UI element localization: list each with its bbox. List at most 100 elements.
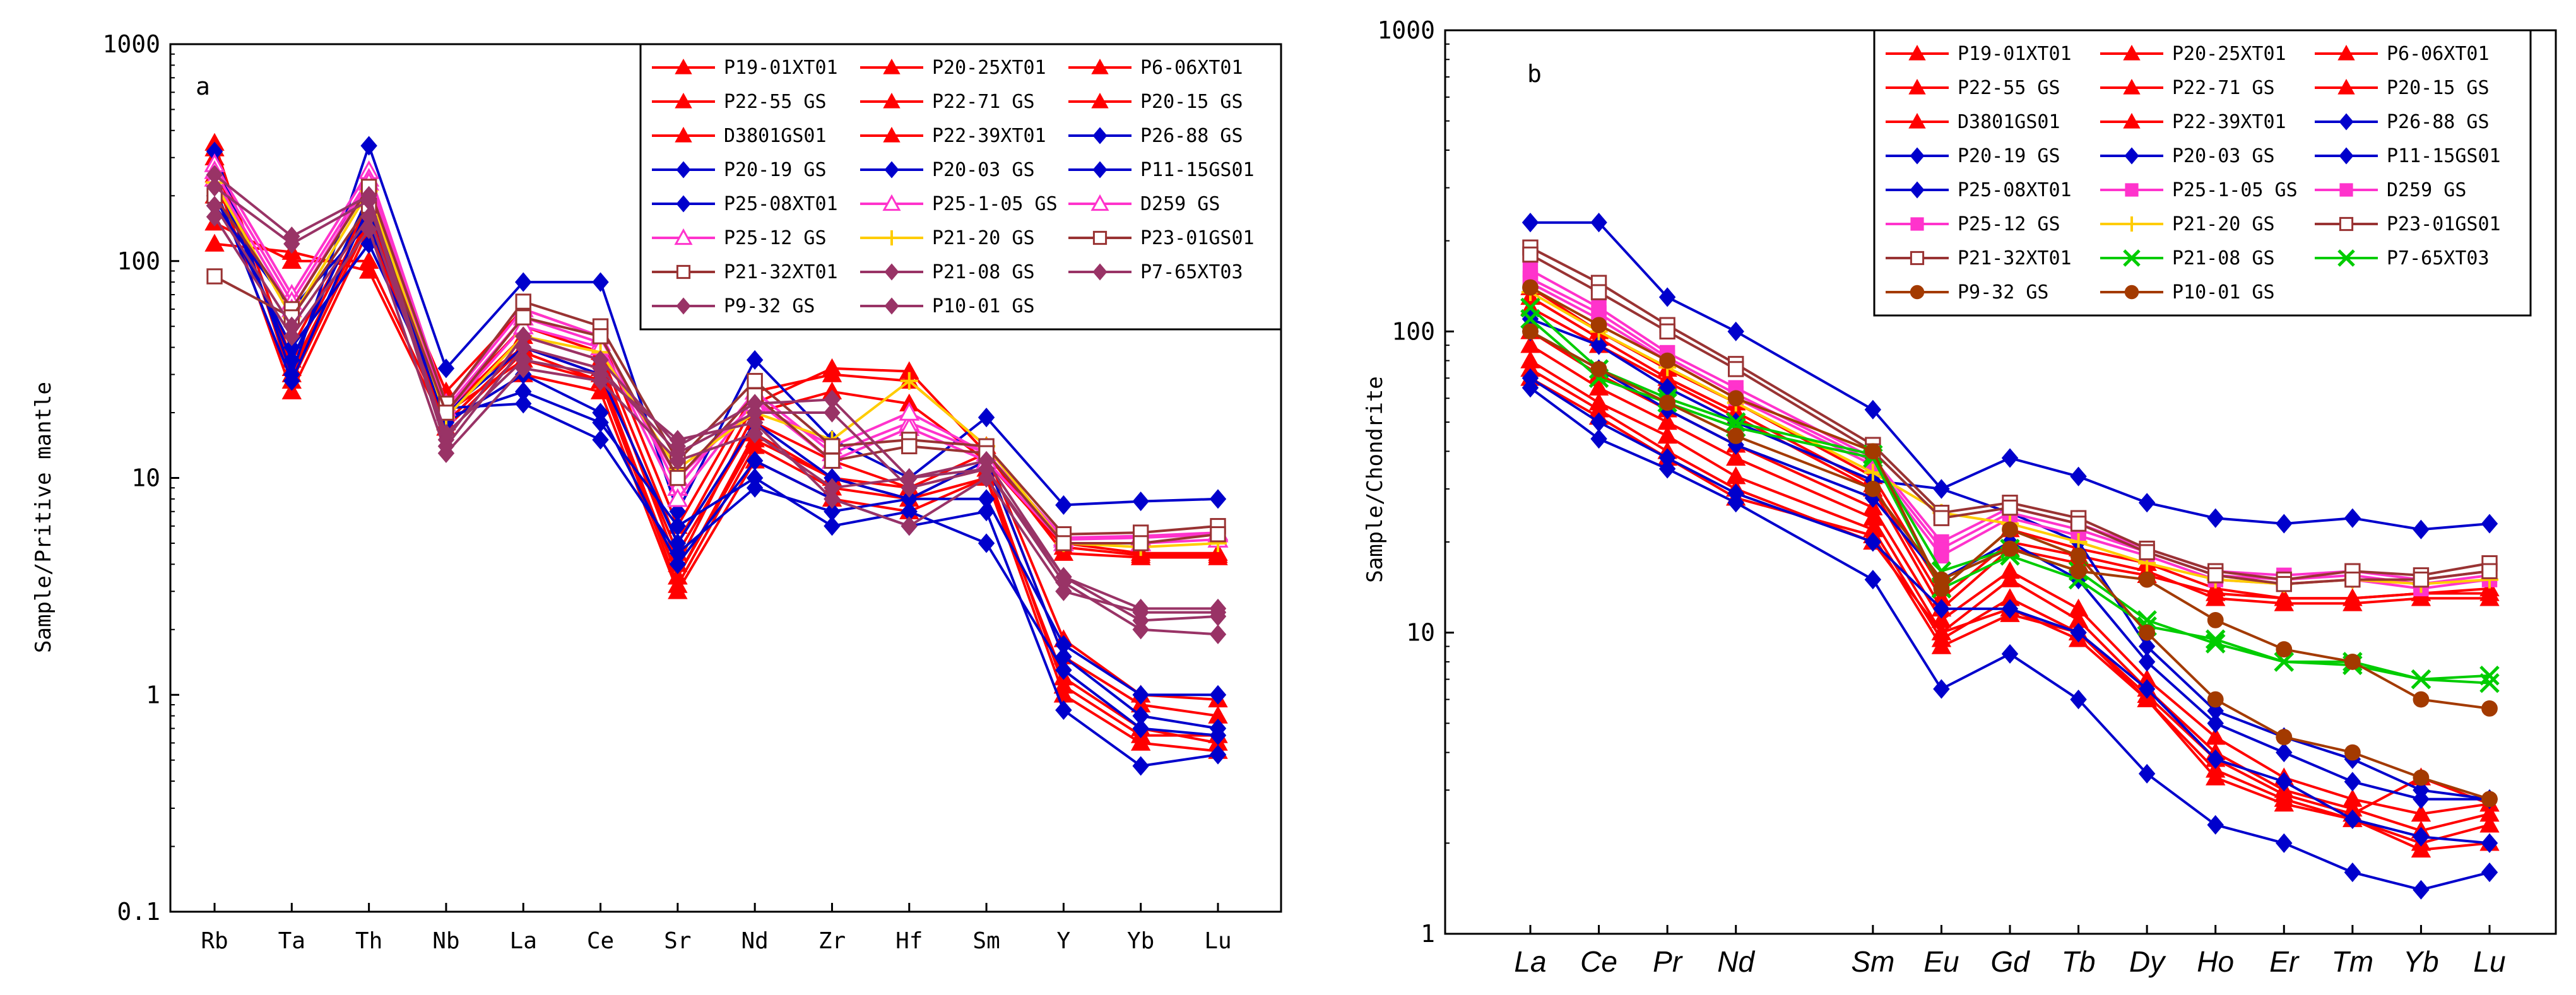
point-p7-65xt03-zr [824,403,841,423]
series-line-p7-65xt03 [213,185,1219,636]
point-p21-32xt01-lu [2481,563,2498,579]
y-axis-label-a: Sample/Pritive mantle [31,382,56,653]
point-p9-32-gs-dy [2139,624,2156,641]
point-p25-12-gs-eu [1934,548,1949,564]
point-p10-01-gs-rb [206,207,223,227]
point-p7-65xt03-hf [901,478,918,498]
point-p9-32-gs-ce [1590,317,1607,334]
point-p23-01gs01-zr [824,438,841,454]
legend-label-p20-19-gs: P20-19 GS [1958,145,2060,167]
point-p20-25xt01-ho [2206,727,2226,745]
point-p26-88-gs-yb [2413,519,2430,539]
point-p7-65xt03-ta [283,233,300,254]
legend-label-p11-15gs01: P11-15GS01 [1140,159,1255,181]
legend-label-p7-65xt03: P7-65XT03 [1140,261,1243,283]
series-line-p25-08xt01 [213,195,1218,697]
legend-label-p20-25xt01: P20-25XT01 [2172,43,2286,65]
legend-marker-p21-08-gs [2123,249,2141,267]
point-p26-88-gs-ce [592,272,609,292]
legend-marker-p19-01xt01 [1908,44,1926,61]
legend-marker-p20-03-gs [2124,147,2139,165]
point-p26-88-gs-tb [2070,466,2087,486]
legend-marker-p6-06xt01 [2337,44,2355,61]
point-p25-08xt01-ce [1590,335,1607,355]
point-p26-88-gs-la [515,272,532,292]
point-p10-01-gs-la [1522,323,1539,340]
x-tick-label-er: Er [2269,945,2300,978]
point-p21-32xt01-zr [824,452,841,469]
legend-label-p22-55-gs: P22-55 GS [724,91,827,113]
point-p21-32xt01-ce [592,328,609,344]
series-line-p20-03-gs [1529,377,2490,845]
point-p9-32-gs-y [1055,581,1072,601]
y-tick-label: 1000 [1377,16,1435,44]
x-tick-label-eu: Eu [1923,945,1959,978]
point-p26-88-gs-nd [1727,321,1744,341]
x-ticks-b: La Ce Pr Nd Sm Eu Gd Tb Dy Ho Er Tm Yb Lu [1514,925,2506,978]
x-tick-label-la: La [1514,945,1546,978]
point-p11-15gs01-dy [2138,652,2156,672]
point-p7-65xt03-yb [1132,620,1149,640]
point-p11-15gs01-er [2276,743,2293,763]
point-p22-39xt01-rb [204,233,225,252]
point-p11-15gs01-tm [2344,772,2361,792]
point-p10-01-gs-dy [2139,571,2156,588]
point-p26-88-gs-yb [1132,492,1149,512]
legend-marker-p22-55-gs [1908,78,1926,95]
point-p20-03-gs-ta [283,371,300,391]
point-p20-03-gs-yb [2413,827,2430,847]
legend-marker-p26-88-gs [1092,127,1108,144]
legend-label-p20-03-gs: P20-03 GS [932,159,1035,181]
legend-marker-p25-1-05-gs [882,194,901,211]
point-p21-32xt01-er [2276,575,2292,592]
legend-marker-p25-08xt01 [676,195,691,213]
point-p26-88-gs-sm [978,408,995,428]
series-line-p21-32xt01 [1530,253,2490,586]
point-p7-65xt03-lu [2479,666,2500,686]
legend-label-p23-01gs01: P23-01GS01 [1140,227,1255,249]
point-p26-88-gs-sm [1864,399,1882,420]
legend-label-p19-01xt01: P19-01XT01 [724,57,838,79]
point-p20-03-gs-sm [1864,532,1882,552]
point-p26-88-gs-lu [2481,514,2498,534]
point-p20-03-gs-dy [2138,679,2156,699]
x-tick-label-sm: Sm [972,928,1000,954]
series-line-d259-gs [1530,277,2490,586]
point-p23-01gs01-nd [747,373,763,389]
legend-marker-p20-15-gs [1091,92,1109,109]
point-p20-19-gs-ce [1590,428,1607,449]
point-p20-15-gs-er [2274,588,2294,606]
point-p10-01-gs-ce [1590,361,1607,377]
x-tick-label-dy: Dy [2129,945,2166,978]
legend-marker-p19-01xt01 [675,58,692,74]
legend-label-p25-1-05-gs: P25-1-05 GS [2172,179,2298,201]
point-p10-01-gs-ho [2207,612,2224,628]
point-p11-15gs01-yb [1132,718,1149,739]
point-p10-01-gs-pr [1659,394,1676,411]
legend-marker-p20-03-gs [884,161,899,179]
point-p10-01-gs-tm [2344,654,2361,670]
legend-label-p20-15-gs: P20-15 GS [2387,77,2490,99]
point-p21-32xt01-pr [1659,323,1675,340]
legend-marker-p26-88-gs [2339,113,2354,131]
point-p25-08xt01-sr [669,543,687,563]
point-p26-88-gs-dy [2138,493,2156,513]
legend-marker-p21-32xt01 [676,264,691,280]
point-p9-32-gs-tm [2344,744,2361,761]
series-group-a [204,132,1229,776]
y-ticks-b: 1 10 100 1000 [1377,16,1454,948]
point-p21-32xt01-sr [670,469,686,486]
point-p7-65xt03-nd [1725,412,1746,432]
legend-label-p21-32xt01: P21-32XT01 [1958,247,2072,269]
point-p22-71-gs-zr [822,358,842,377]
x-tick-label-lu: Lu [1204,928,1231,954]
point-p10-01-gs-lu [2481,700,2498,717]
point-p21-20-gs-sm [1864,463,1882,481]
point-p9-32-gs-la [1522,279,1539,296]
legend-marker-p6-06xt01 [1091,58,1109,74]
point-p20-19-gs-eu [1933,679,1950,699]
y-ticks-a: 0.1 1 10 100 1000 [102,30,179,926]
point-p10-01-gs-er [2276,641,2293,658]
series-line-p10-01-gs [1530,330,2490,710]
series-line-p19-01xt01 [1529,344,2490,832]
